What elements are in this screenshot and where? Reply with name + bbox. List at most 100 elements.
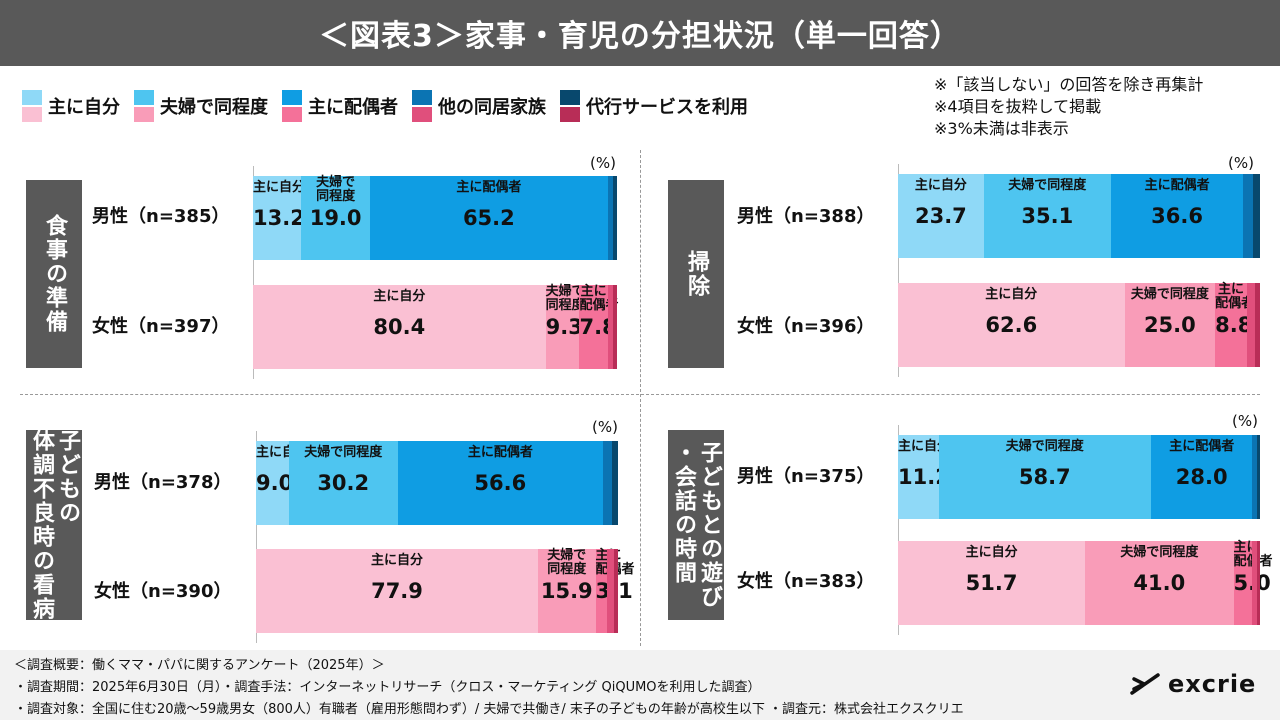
data-label: 65.2 [462, 206, 515, 230]
footer-line: ・調査期間：2025年6月30日（月）・調査手法：インターネットリサーチ（クロス… [14, 680, 761, 695]
row-label: 女性（n=397） [92, 316, 230, 337]
legend-item: 夫婦で同程度 [134, 90, 268, 122]
data-label: 11.2 [898, 465, 950, 489]
segment-label: 夫婦で 同程度 [316, 175, 356, 204]
data-label: 13.2 [253, 206, 305, 230]
bar-segment [613, 285, 617, 369]
bar-segment: 主に自分 23.7 [898, 174, 984, 258]
data-label: 77.9 [371, 579, 423, 603]
bar-segment [1257, 435, 1260, 519]
panel-title: 食事の準備 [26, 180, 82, 368]
bar-segment: 主に自分 11.2 [898, 435, 950, 519]
bar-segment: 夫婦で同程度 58.7 [938, 435, 1152, 519]
data-label: 23.7 [914, 204, 967, 228]
bar-segment [1252, 174, 1260, 258]
bar-segment: 主に自分 9.0 [256, 441, 308, 525]
unit-label: (%) [590, 154, 616, 172]
stacked-bar: 主に自分 11.2 夫婦で同程度 58.7 主に配偶者 28.0 [898, 435, 1260, 519]
legend-swatch-male [282, 90, 302, 105]
segment-label: 主に 配偶者 [1215, 282, 1255, 311]
segment-label: 夫婦で同程度 [304, 445, 383, 460]
row-label: 女性（n=383） [737, 571, 875, 592]
legend-item: 他の同居家族 [412, 90, 546, 122]
row-label: 女性（n=390） [94, 581, 232, 602]
legend-swatch-female [282, 107, 302, 122]
data-label: 19.0 [309, 206, 362, 230]
data-label: 62.6 [985, 313, 1038, 337]
page-title: ＜図表3＞家事・育児の分担状況（単一回答） [319, 19, 961, 54]
segment-label: 主に自分 [914, 178, 967, 193]
bar-segment [1254, 283, 1260, 367]
axis-line [898, 425, 899, 635]
panel-title: 子どもの 体調不良時の看病 [26, 429, 82, 621]
note-line: ※4項目を抜粋して掲載 [934, 97, 1102, 116]
data-label: 41.0 [1133, 571, 1186, 595]
bar-segment [607, 176, 614, 260]
unit-label: (%) [1232, 412, 1258, 430]
bar-segment [1243, 174, 1253, 258]
bar-segment: 主に自分 77.9 [256, 549, 538, 633]
segment-label: 主に 配偶者 [596, 549, 635, 577]
axis-line [253, 166, 254, 379]
legend-swatch [22, 90, 42, 122]
footer-line: ＜調査概要：働くママ・パパに関するアンケート（2025年）＞ [14, 658, 385, 673]
legend: 主に自分 夫婦で同程度 主に配偶者 他の同居家族 代行サービスを利用 [22, 90, 748, 122]
bar-segment [1252, 435, 1258, 519]
bar-segment [606, 549, 614, 633]
bar-segment [602, 441, 613, 525]
data-label: 5.0 [1234, 571, 1271, 595]
segment-label: 主に配偶者 [456, 180, 522, 195]
bar-segment: 主に配偶者 65.2 [370, 176, 608, 260]
footer: ＜調査概要：働くママ・パパに関するアンケート（2025年）＞ ・調査期間：202… [0, 650, 1280, 720]
bar-segment: 夫婦で同程度 30.2 [288, 441, 398, 525]
bar-segment [1251, 541, 1257, 625]
note-line: ※3%未満は非表示 [934, 119, 1069, 138]
legend-swatch [282, 90, 302, 122]
segment-label: 夫婦で同程度 [1005, 439, 1084, 454]
legend-swatch-female [22, 107, 42, 122]
row-label: 男性（n=388） [737, 206, 875, 227]
stacked-bar: 主に自分 23.7 夫婦で同程度 35.1 主に配偶者 36.6 [898, 174, 1260, 258]
data-label: 58.7 [1018, 465, 1071, 489]
bar-segment: 主に配偶者 28.0 [1151, 435, 1253, 519]
bar-segment: 夫婦で 同程度 15.9 [537, 548, 596, 633]
legend-swatch-female [560, 107, 580, 122]
logo-text: excrie [1168, 670, 1257, 698]
data-label: 36.6 [1151, 204, 1203, 228]
legend-label: 主に配偶者 [308, 97, 398, 118]
legend-item: 主に配偶者 [282, 90, 398, 122]
title-bar: ＜図表3＞家事・育児の分担状況（単一回答） [0, 0, 1280, 66]
bar-segment [613, 549, 618, 633]
row-label: 男性（n=375） [737, 466, 875, 487]
bar-segment [607, 285, 614, 369]
data-label: 35.1 [1021, 204, 1074, 228]
data-label: 3.1 [596, 579, 633, 603]
stacked-bar: 主に自分 80.4 夫婦で 同程度 9.3 主に 配偶者 7.8 [253, 285, 619, 369]
bar-segment: 夫婦で同程度 35.1 [983, 174, 1111, 258]
segment-label: 主に自分 [370, 553, 423, 568]
segment-label: 主に配偶者 [1144, 178, 1210, 193]
segment-label: 夫婦で 同程度 [547, 548, 587, 577]
segment-label: 主に配偶者 [467, 445, 533, 460]
segment-label: 夫婦で同程度 [1130, 287, 1209, 302]
bar-segment [1246, 283, 1255, 367]
notes: ※「該当しない」の回答を除き再集計 ※4項目を抜粋して掲載 ※3%未満は非表示 [934, 74, 1203, 140]
segment-label: 夫婦で同程度 [1120, 545, 1199, 560]
legend-swatch-female [134, 107, 154, 122]
axis-line [256, 431, 257, 643]
data-label: 80.4 [373, 315, 426, 339]
bar-segment: 主に自分 13.2 [253, 176, 305, 260]
data-label: 9.3 [545, 315, 583, 339]
legend-label: 主に自分 [48, 97, 120, 118]
data-label: 25.0 [1143, 313, 1196, 337]
legend-label: 他の同居家族 [438, 97, 546, 118]
legend-swatch-male [560, 90, 580, 105]
row-label: 男性（n=378） [94, 472, 232, 493]
segment-label: 夫婦で同程度 [1008, 178, 1087, 193]
row-label: 男性（n=385） [92, 206, 230, 227]
panel-title: 子どもとの遊び ・会話の時間 [668, 430, 724, 620]
unit-label: (%) [1228, 154, 1254, 172]
